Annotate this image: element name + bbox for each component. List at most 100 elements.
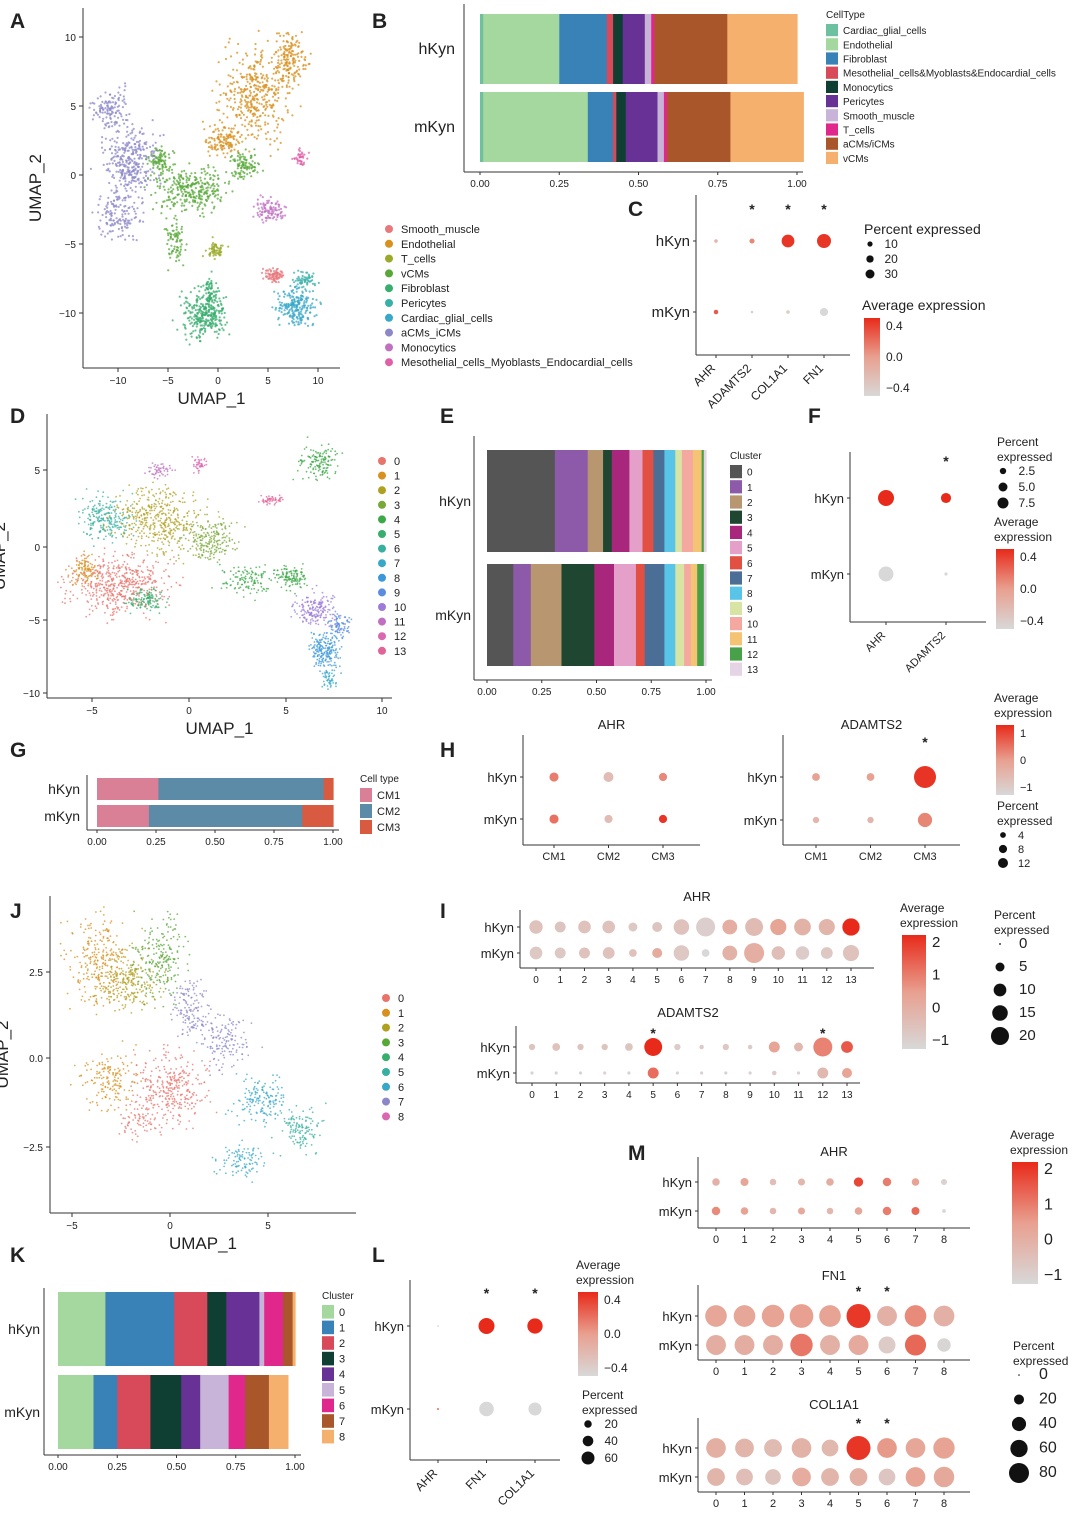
- cell-point: [218, 319, 221, 322]
- cell-point: [154, 534, 157, 536]
- cell-point: [166, 588, 169, 591]
- cell-point: [269, 205, 272, 208]
- cell-point: [211, 313, 214, 316]
- cell-point: [255, 87, 258, 90]
- cell-point: [316, 658, 319, 661]
- cell-point: [193, 509, 195, 512]
- cell-point: [121, 574, 124, 577]
- cell-point: [99, 103, 103, 106]
- cell-point: [202, 215, 205, 218]
- cell-point: [286, 294, 289, 297]
- cell-point: [216, 174, 219, 177]
- cell-point: [128, 161, 131, 164]
- cell-point: [279, 77, 282, 81]
- cell-point: [102, 151, 105, 154]
- cell-point: [101, 601, 104, 603]
- cell-point: [133, 500, 136, 503]
- cell-point: [193, 191, 196, 194]
- cell-point: [255, 591, 258, 594]
- cell-point: [285, 58, 288, 61]
- cell-point: [121, 535, 124, 537]
- cell-point: [268, 495, 270, 498]
- cell-point: [109, 139, 112, 142]
- cell-point: [163, 554, 166, 556]
- cell-point: [150, 516, 153, 519]
- cell-point: [319, 664, 322, 667]
- cell-point: [176, 509, 179, 512]
- cell-point: [142, 612, 145, 615]
- cell-point: [201, 181, 204, 184]
- cell-point: [91, 563, 94, 566]
- cell-point: [233, 158, 236, 161]
- cell-point: [220, 140, 224, 143]
- cell-point: [275, 277, 278, 280]
- cell-point: [264, 132, 267, 135]
- cell-point: [317, 281, 320, 284]
- cell-point: [258, 210, 262, 213]
- cell-point: [136, 529, 139, 532]
- cell-point: [151, 473, 154, 475]
- cell-point: [162, 466, 164, 469]
- cell-point: [273, 272, 276, 275]
- cell-point: [162, 185, 165, 188]
- cell-point: [277, 281, 280, 284]
- cell-point: [267, 86, 270, 89]
- cell-point: [303, 306, 306, 309]
- cell-point: [304, 288, 307, 291]
- cell-point: [186, 523, 188, 525]
- cell-point: [165, 517, 168, 520]
- cell-point: [290, 46, 293, 49]
- cell-point: [99, 587, 101, 590]
- cell-point: [203, 308, 206, 311]
- cell-point: [278, 66, 281, 69]
- cell-point: [274, 497, 277, 499]
- cell-point: [105, 116, 108, 119]
- cell-point: [187, 316, 190, 319]
- cell-point: [140, 490, 143, 493]
- cell-point: [201, 186, 204, 189]
- cell-point: [268, 577, 271, 580]
- cell-point: [247, 106, 250, 109]
- cell-point: [218, 83, 221, 86]
- cell-point: [246, 573, 249, 575]
- cell-point: [164, 483, 167, 486]
- cell-point: [236, 131, 239, 134]
- cell-point: [292, 569, 295, 572]
- cell-point: [299, 316, 302, 320]
- cell-point: [193, 512, 196, 515]
- cell-point: [160, 212, 163, 215]
- cell-point: [97, 582, 100, 584]
- cell-point: [114, 148, 117, 151]
- cell-point: [307, 476, 310, 479]
- cell-point: [207, 197, 210, 200]
- cell-point: [327, 459, 330, 462]
- cell-point: [111, 580, 113, 582]
- cell-point: [248, 572, 250, 575]
- cell-point: [295, 69, 299, 72]
- cell-point: [320, 639, 323, 641]
- cell-point: [118, 111, 121, 115]
- cell-point: [146, 177, 150, 180]
- cell-point: [296, 469, 299, 472]
- cell-point: [179, 250, 182, 253]
- cell-point: [151, 581, 154, 584]
- cell-point: [192, 554, 195, 556]
- cell-point: [149, 528, 151, 531]
- cell-point: [260, 206, 263, 209]
- cell-point: [106, 201, 109, 204]
- cell-point: [88, 608, 91, 611]
- cell-point: [266, 214, 270, 217]
- cell-point: [286, 64, 289, 67]
- cell-point: [141, 165, 144, 168]
- cell-point: [194, 187, 197, 190]
- cell-point: [236, 140, 240, 143]
- cell-point: [96, 564, 99, 567]
- cell-point: [141, 507, 144, 510]
- cell-point: [242, 596, 245, 598]
- cell-point: [150, 153, 153, 156]
- cell-point: [209, 186, 212, 189]
- cell-point: [306, 600, 309, 603]
- cell-point: [214, 145, 217, 148]
- cell-point: [128, 484, 131, 486]
- cell-point: [118, 609, 121, 611]
